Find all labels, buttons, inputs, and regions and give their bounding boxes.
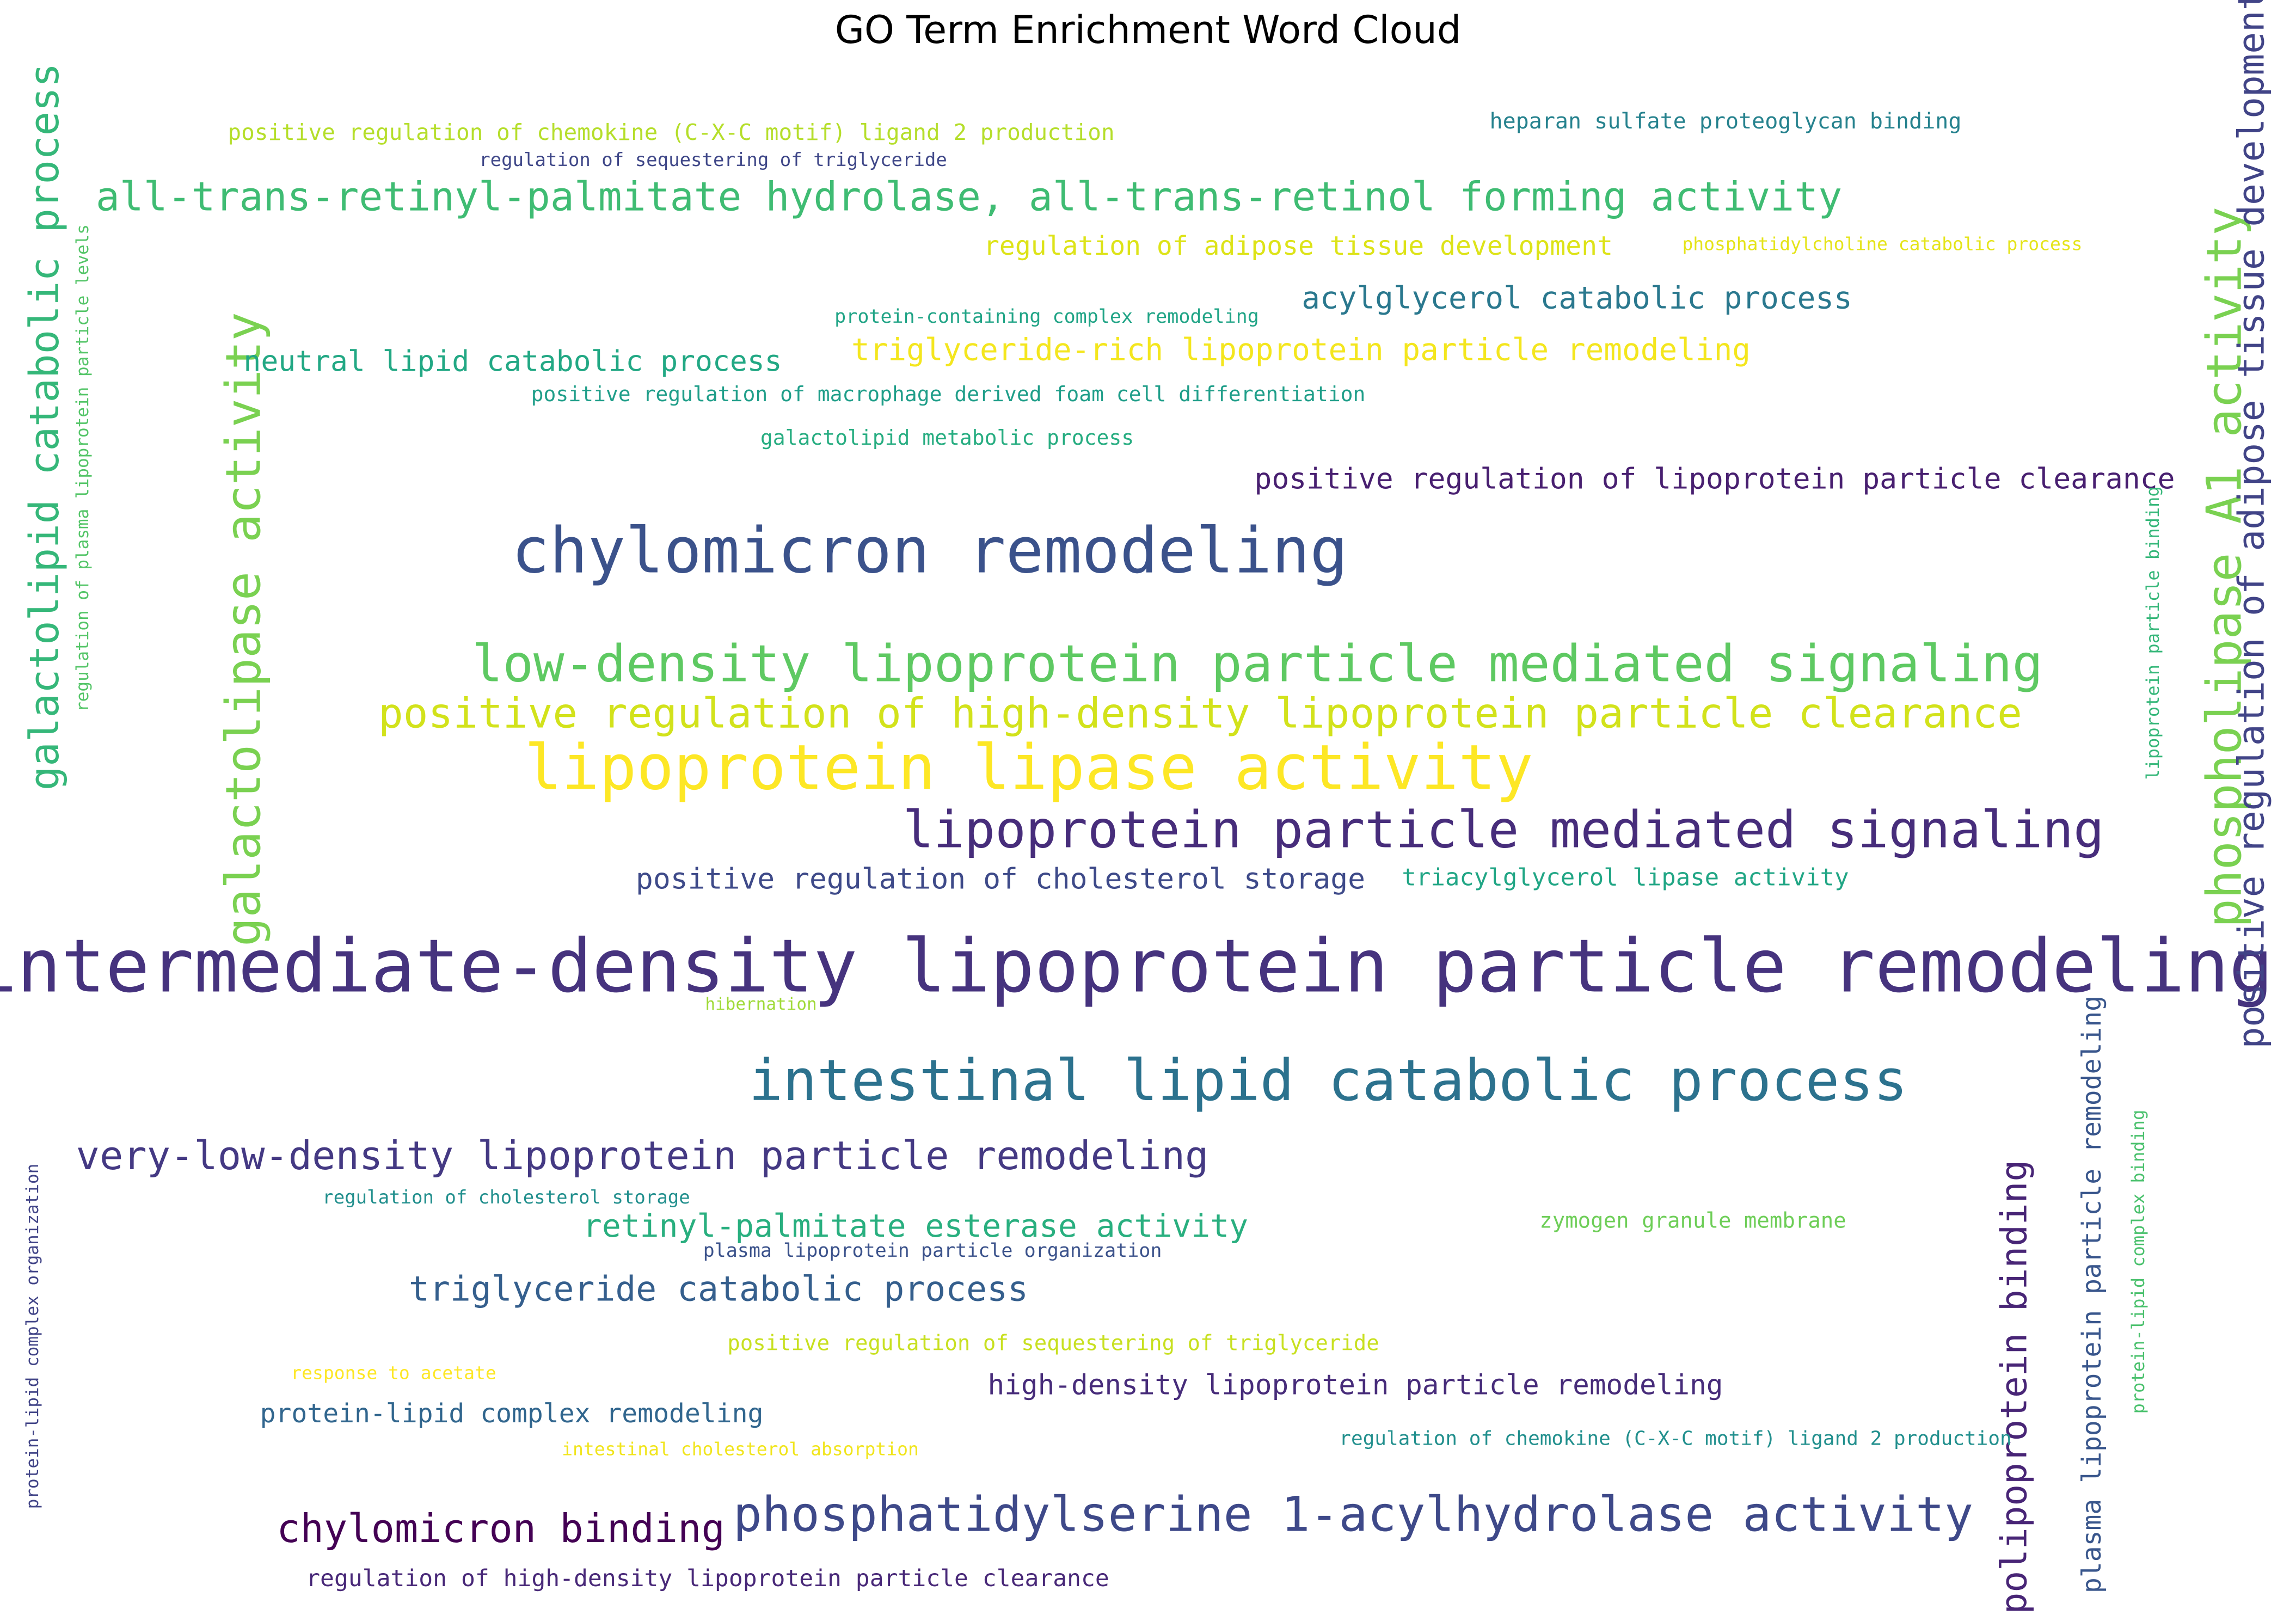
word-cloud-term: positive regulation of sequestering of t… [727, 1331, 1379, 1356]
word-cloud-term: positive regulation of chemokine (C-X-C … [228, 119, 1114, 145]
word-cloud-term: plasma lipoprotein particle organization [703, 1240, 1162, 1262]
word-cloud-term: intestinal lipid catabolic process [749, 1047, 1908, 1114]
word-cloud-term: intermediate-density lipoprotein particl… [0, 924, 2273, 1009]
word-cloud-term: lipoprotein particle mediated signaling [903, 801, 2104, 860]
word-cloud-term: apolipoprotein binding [1993, 1160, 2035, 1615]
word-cloud-term: regulation of plasma lipoprotein particl… [73, 224, 93, 712]
word-cloud-term: positive regulation of cholesterol stora… [636, 863, 1365, 896]
word-cloud-term: positive regulation of macrophage derive… [531, 382, 1366, 406]
word-cloud-term: hibernation [705, 994, 817, 1014]
word-cloud-term: regulation of chemokine (C-X-C motif) li… [1339, 1428, 2011, 1450]
word-cloud-term: regulation of adipose tissue development [984, 231, 1613, 261]
word-cloud-term: chylomicron remodeling [512, 514, 1348, 588]
word-cloud-term: galactolipase activity [216, 312, 272, 947]
chart-title: GO Term Enrichment Word Cloud [834, 8, 1462, 52]
word-cloud-term: lipoprotein particle binding [2142, 486, 2163, 779]
word-cloud-term: phosphatidylcholine catabolic process [1682, 234, 2082, 255]
word-cloud-term: phosphatidylserine 1-acylhydrolase activ… [733, 1487, 1973, 1543]
word-cloud-term: neutral lipid catabolic process [243, 345, 782, 378]
word-cloud-term: positive regulation of adipose tissue de… [2231, 0, 2273, 1049]
word-cloud-term: protein-lipid complex binding [2128, 1110, 2148, 1414]
word-cloud-term: galactolipid metabolic process [760, 426, 1134, 450]
word-cloud-term: positive regulation of high-density lipo… [378, 689, 2022, 738]
word-cloud-term: lipoprotein lipase activity [524, 732, 1533, 804]
word-cloud-term: galactolipid catabolic process [21, 63, 68, 791]
word-cloud-term: chylomicron binding [277, 1506, 725, 1551]
word-cloud-term: response to acetate [291, 1362, 496, 1384]
word-cloud-term: all-trans-retinyl-palmitate hydrolase, a… [96, 174, 1842, 220]
word-cloud-term: triglyceride catabolic process [409, 1269, 1028, 1309]
word-cloud-term: intestinal cholesterol absorption [562, 1439, 919, 1460]
word-cloud-term: acylglycerol catabolic process [1302, 281, 1852, 316]
word-cloud-term: triglyceride-rich lipoprotein particle r… [851, 333, 1751, 368]
word-cloud-term: low-density lipoprotein particle mediate… [472, 635, 2043, 694]
word-cloud-term: protein-containing complex remodeling [834, 306, 1259, 328]
word-cloud-term: protein-lipid complex remodeling [260, 1398, 764, 1429]
word-cloud-term: phospholipase A1 activity [2196, 207, 2252, 928]
word-cloud-term: protein-lipid complex organization [23, 1164, 42, 1509]
word-cloud-term: positive regulation of lipoprotein parti… [1254, 463, 2175, 496]
word-cloud-term: plasma lipoprotein particle remodeling [2077, 996, 2107, 1593]
word-cloud-term: regulation of cholesterol storage [322, 1187, 690, 1208]
word-cloud-term: regulation of sequestering of triglyceri… [479, 149, 947, 171]
word-cloud-term: zymogen granule membrane [1539, 1209, 1846, 1233]
word-cloud-term: triacylglycerol lipase activity [1402, 864, 1849, 892]
word-cloud-term: retinyl-palmitate esterase activity [583, 1207, 1248, 1244]
word-cloud-term: heparan sulfate proteoglycan binding [1490, 109, 1962, 134]
word-cloud-term: regulation of high-density lipoprotein p… [306, 1565, 1109, 1592]
word-cloud-term: very-low-density lipoprotein particle re… [76, 1133, 1209, 1178]
word-cloud-term: high-density lipoprotein particle remode… [987, 1370, 1723, 1402]
